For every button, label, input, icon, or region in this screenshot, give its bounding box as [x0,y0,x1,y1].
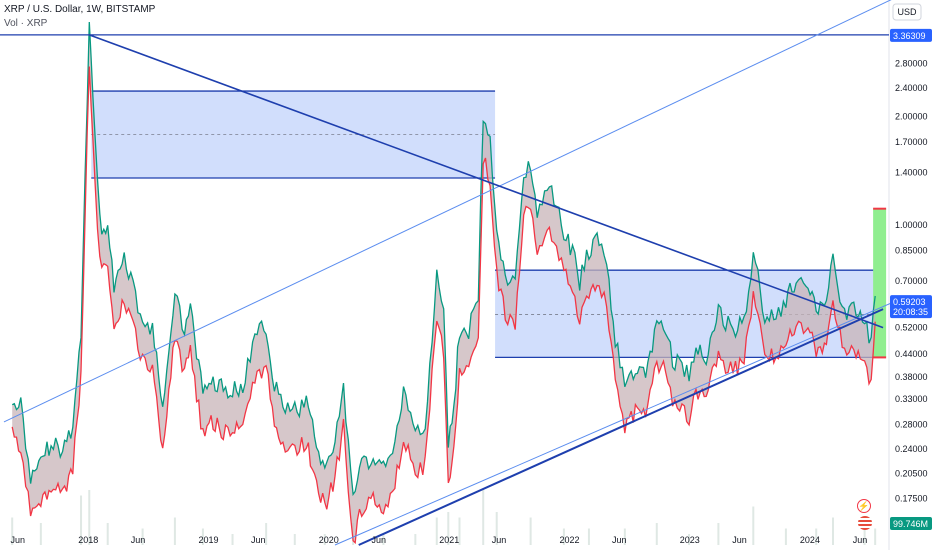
price-tick-label: 1.40000 [895,167,928,177]
price-tick-label: 1.70000 [895,137,928,147]
target-bar [873,208,887,358]
volume-bar [173,517,176,545]
volume-indicator-label: Vol · XRP [4,18,48,29]
time-tick-label: Jun [251,535,266,545]
volume-value-tag [890,517,932,530]
trendlines-layer [0,0,899,546]
price-tick-label: 1.00000 [895,220,928,230]
volume-bar [231,534,234,545]
time-tick-label: Jun [372,535,387,545]
ascending-support-line [358,308,884,546]
current-price-tag [890,295,932,319]
volume-bar [784,528,787,545]
descending-trend-line [88,34,884,329]
volume-bar [815,528,818,545]
time-tick-label: 2022 [559,535,579,545]
volume-bar [562,528,565,545]
price-tick-label: 0.33000 [895,394,928,404]
volume-bar [587,528,590,545]
price-tick-label: 0.24000 [895,444,928,454]
price-axis[interactable]: 2.80000 2.40000 2.00000 1.70000 1.40000 1.000… [895,59,928,527]
alert-bolt-icon[interactable]: ⚡ [857,499,871,513]
top-line-price-tag-text: 3.36309 [893,31,926,41]
volume-bar [414,534,417,545]
volume-bar [323,534,326,545]
time-tick-label: Jun [853,535,868,545]
volume-bar [482,490,485,545]
volume-bar [80,495,83,545]
top-line-price-tag [890,28,932,42]
volume-bar [458,517,461,545]
volume-bar [752,506,755,545]
price-band-fill [12,22,876,543]
time-tick-label: Jun [612,535,627,545]
time-tick-label: Jun [131,535,146,545]
current-price-tag-text: 20:08:35 [893,307,928,317]
price-tick-label: 0.17500 [895,493,928,503]
volume-bar [655,523,658,545]
volume-bars [11,490,877,545]
price-tick-label: 2.80000 [895,59,928,69]
volume-bar [88,490,91,545]
us-flag-icon [858,516,872,530]
volume-bar [201,528,204,545]
volume-bar [39,523,42,545]
volume-bar [717,523,720,545]
price-tick-label: 0.70000 [895,276,928,286]
volume-bar [435,517,438,545]
time-tick-label: 2019 [198,535,218,545]
price-tick-label: 0.52000 [895,323,928,333]
time-tick-label: 2024 [800,535,820,545]
currency-button[interactable]: USD [892,3,922,21]
time-tick-label: Jun [11,535,26,545]
lower-envelope-line [11,66,876,545]
price-tick-label: 0.38000 [895,372,928,382]
price-tick-label: 0.85000 [895,246,928,256]
thin-trend-line [3,0,892,423]
time-tick-label: 2018 [78,535,98,545]
current-price-tag-text: 0.59203 [893,297,926,307]
volume-bar [106,523,109,545]
volume-bar [265,523,268,545]
price-tick-label: 2.40000 [895,83,928,93]
time-tick-label: 2020 [319,535,339,545]
volume-bar [141,528,144,545]
volume-bar [447,512,450,545]
time-tick-label: Jun [492,535,507,545]
time-tick-label: Jun [732,535,747,545]
time-tick-label: 2021 [439,535,459,545]
price-tick-label: 0.28000 [895,420,928,430]
volume-bar [529,517,532,545]
volume-bar [495,512,498,545]
currency-label: USD [897,7,917,17]
volume-bar [832,517,835,545]
price-tick-label: 2.00000 [895,111,928,121]
time-axis[interactable]: Jun 2018 Jun 2019 Jun 2020 Jun 2021 Jun 2022 Jun 20… [11,535,868,545]
price-tick-label: 0.44000 [895,349,928,359]
volume-bar [623,528,626,545]
time-tick-label: 2023 [680,535,700,545]
price-tick-label: 0.20500 [895,469,928,479]
volume-bar [874,528,877,545]
volume-bar [11,517,14,545]
price-series [11,21,876,545]
volume-bar [688,534,691,545]
thin-trend-line [334,299,899,546]
upper-envelope-line [11,21,876,497]
volume-value-tag-text: 99.746M [893,519,928,529]
volume-bar [863,528,866,545]
volume-bar [382,534,385,545]
volume-bar [293,534,296,545]
chart-symbol-title: XRP / U.S. Dollar, 1W, BITSTAMP [4,4,156,15]
